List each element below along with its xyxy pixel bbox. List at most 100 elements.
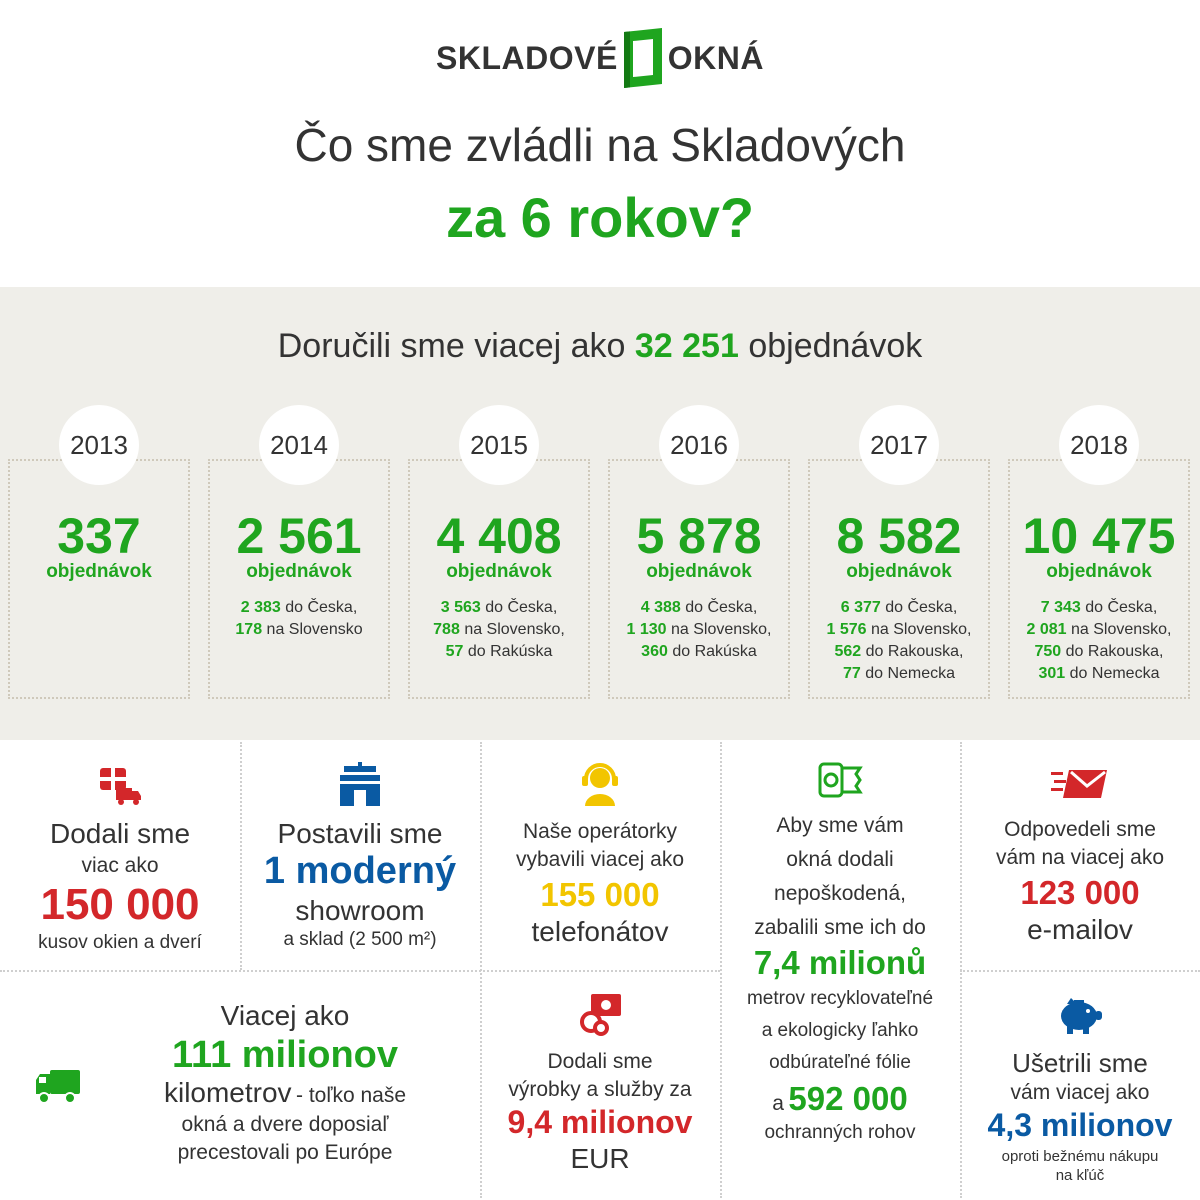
breakdown-line: 2 081 na Slovensko, bbox=[1026, 621, 1172, 638]
stat-number: 4,3 milionov bbox=[987, 1107, 1173, 1143]
year-orders-number: 2 561 bbox=[236, 508, 362, 564]
stat-line: nepoškodená, bbox=[774, 882, 906, 905]
year-orders-label: objednávok bbox=[446, 561, 552, 582]
year-card: 2014 2 561 objednávok 2 383 do Česka, 178 na… bbox=[208, 405, 390, 699]
stat-line: Ušetrili sme bbox=[1012, 1048, 1148, 1078]
year-bubble: 2016 bbox=[659, 405, 739, 485]
stat-number: 155 000 bbox=[540, 876, 660, 913]
logo-text-right: OKNÁ bbox=[667, 39, 764, 76]
stat-line: vám na viacej ako bbox=[995, 846, 1165, 869]
breakdown-line: 7 343 do Česka, bbox=[1040, 599, 1158, 616]
year-card: 2015 4 408 objednávok 3 563 do Česka, 788 na… bbox=[408, 405, 590, 699]
year-bubble: 2013 bbox=[59, 405, 139, 485]
stat-number: 9,4 milionov bbox=[507, 1104, 693, 1140]
breakdown-line: 3 563 do Česka, bbox=[440, 599, 558, 616]
breakdown-line: 788 na Slovensko, bbox=[433, 621, 565, 638]
breakdown-line: 750 do Rakouska, bbox=[1034, 643, 1164, 660]
logo-text-left: SKLADOVÉ bbox=[435, 39, 618, 76]
breakdown-line: 301 do Nemecka bbox=[1038, 665, 1160, 682]
stat-line: kusov okien a dverí bbox=[38, 932, 202, 953]
stat-line: Postavili sme bbox=[277, 818, 443, 849]
stat-line: vybavili viacej ako bbox=[515, 848, 685, 871]
stat-savings: Ušetrili sme vám viacej ako 4,3 milionov… bbox=[960, 996, 1200, 1184]
stat-line: telefonátov bbox=[531, 916, 669, 947]
building-icon bbox=[340, 762, 380, 806]
stat-line: Dodali sme bbox=[49, 818, 191, 849]
year-orders-number: 10 475 bbox=[1022, 508, 1176, 564]
stat-line: odbúrateľné fólie bbox=[769, 1052, 911, 1073]
stat-line: Odpovedeli sme bbox=[1004, 818, 1156, 841]
stat-line: EUR bbox=[570, 1143, 630, 1174]
stat-number: 123 000 bbox=[1020, 874, 1140, 911]
year-orders-label: objednávok bbox=[646, 561, 752, 582]
stat-line: Naše operátorky bbox=[522, 820, 678, 843]
stat-line: vám viacej ako bbox=[1010, 1081, 1150, 1104]
year-breakdown: 7 343 do Česka, 2 081 na Slovensko, 750 do… bbox=[1010, 597, 1188, 685]
stat-showroom: Postavili sme 1 moderný showroom a sklad… bbox=[240, 762, 480, 951]
page-title: Čo sme zvládli na Skladových bbox=[294, 119, 906, 171]
year-bubble: 2015 bbox=[459, 405, 539, 485]
money-coins-icon bbox=[580, 994, 621, 1036]
stat-secondary: a 592 000 bbox=[772, 1080, 908, 1117]
stat-line: showroom bbox=[295, 895, 425, 926]
stat-emails: Odpovedeli sme vám na viacej ako 123 000… bbox=[960, 762, 1200, 946]
stat-line: precestovali po Európe bbox=[177, 1141, 393, 1164]
stat-line: zabalili sme ich do bbox=[754, 916, 926, 939]
breakdown-line: 178 na Slovensko bbox=[235, 621, 363, 638]
year-card: 2018 10 475 objednávok 7 343 do Česka, 2 081… bbox=[1008, 405, 1190, 699]
breakdown-line: 57 do Rakúska bbox=[445, 643, 553, 660]
stat-number: 592 000 bbox=[788, 1080, 908, 1117]
stat-line: ochranných rohov bbox=[764, 1122, 916, 1143]
year-card: 2013 337 objednávok bbox=[8, 405, 190, 699]
divider bbox=[720, 742, 722, 1198]
truck-icon bbox=[36, 1070, 80, 1104]
page-subtitle: za 6 rokov? bbox=[445, 186, 755, 249]
stat-line: okná dodali bbox=[786, 848, 894, 871]
year-orders-number: 4 408 bbox=[436, 508, 562, 564]
delivery-box-icon bbox=[100, 768, 141, 805]
stat-number: 7,4 milionů bbox=[753, 944, 927, 981]
year-orders-label: objednávok bbox=[846, 561, 952, 582]
stat-number: 1 moderný bbox=[263, 850, 457, 892]
stat-line: viac ako bbox=[81, 854, 159, 877]
year-orders-number: 5 878 bbox=[636, 508, 762, 564]
logo: SKLADOVÉ OKNÁ bbox=[0, 28, 1200, 94]
stat-line: a ekologicky ľahko bbox=[761, 1020, 919, 1041]
orders-band: Doručili sme viacej ako 32 251 objednávo… bbox=[0, 287, 1200, 740]
year-breakdown: 4 388 do Česka, 1 130 na Slovensko, 360 do… bbox=[610, 597, 788, 663]
foil-roll-icon bbox=[818, 762, 863, 798]
year-orders-number: 8 582 bbox=[836, 508, 962, 564]
divider bbox=[960, 970, 1200, 972]
window-frame-icon bbox=[623, 28, 662, 88]
year-bubble: 2018 bbox=[1059, 405, 1139, 485]
breakdown-line: 562 do Rakouska, bbox=[834, 643, 964, 660]
breakdown-line: 1 130 na Slovensko, bbox=[626, 621, 772, 638]
stat-calls: Naše operátorky vybavili viacej ako 155 … bbox=[480, 760, 720, 948]
breakdown-line: 77 do Nemecka bbox=[842, 665, 956, 682]
divider bbox=[240, 742, 242, 970]
fast-mail-icon bbox=[1051, 770, 1107, 798]
stat-line: na kľúč bbox=[1055, 1167, 1105, 1184]
year-card: 2017 8 582 objednávok 6 377 do Česka, 1 576 … bbox=[808, 405, 990, 699]
breakdown-line: 6 377 do Česka, bbox=[840, 599, 958, 616]
stat-line: výrobky a služby za bbox=[508, 1078, 692, 1101]
year-orders-label: objednávok bbox=[46, 561, 152, 582]
headset-operator-icon bbox=[582, 763, 618, 806]
stat-packaging: Aby sme vám okná dodali nepoškodená, zab… bbox=[720, 760, 960, 1144]
stat-number: 111 milionov bbox=[172, 1034, 398, 1076]
year-breakdown: 6 377 do Česka, 1 576 na Slovensko, 562 do… bbox=[810, 597, 988, 685]
stat-line: kilometrov - toľko naše bbox=[163, 1077, 407, 1108]
stat-line: oproti bežnému nákupu bbox=[1001, 1148, 1159, 1165]
piggy-bank-icon bbox=[1061, 998, 1102, 1034]
stat-line: Viacej ako bbox=[220, 1000, 350, 1031]
delivered-headline: Doručili sme viacej ako 32 251 objednávo… bbox=[277, 327, 923, 365]
breakdown-line: 2 383 do Česka, bbox=[240, 599, 358, 616]
year-breakdown: 2 383 do Česka, 178 na Slovensko bbox=[210, 597, 388, 641]
stat-line: okná a dvere doposiaľ bbox=[181, 1113, 389, 1136]
year-orders-number: 337 bbox=[57, 508, 141, 564]
stat-line: a sklad (2 500 m²) bbox=[283, 929, 437, 950]
breakdown-line: 4 388 do Česka, bbox=[640, 599, 758, 616]
breakdown-line: 360 do Rakúska bbox=[641, 643, 757, 660]
stat-kilometers: Viacej ako 111 milionov kilometrov - toľ… bbox=[110, 1000, 460, 1165]
stat-number: 150 000 bbox=[40, 880, 200, 929]
